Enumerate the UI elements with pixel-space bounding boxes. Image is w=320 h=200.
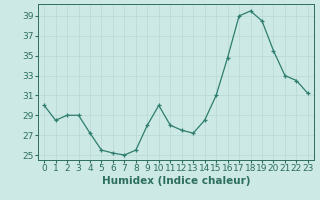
X-axis label: Humidex (Indice chaleur): Humidex (Indice chaleur) (102, 176, 250, 186)
